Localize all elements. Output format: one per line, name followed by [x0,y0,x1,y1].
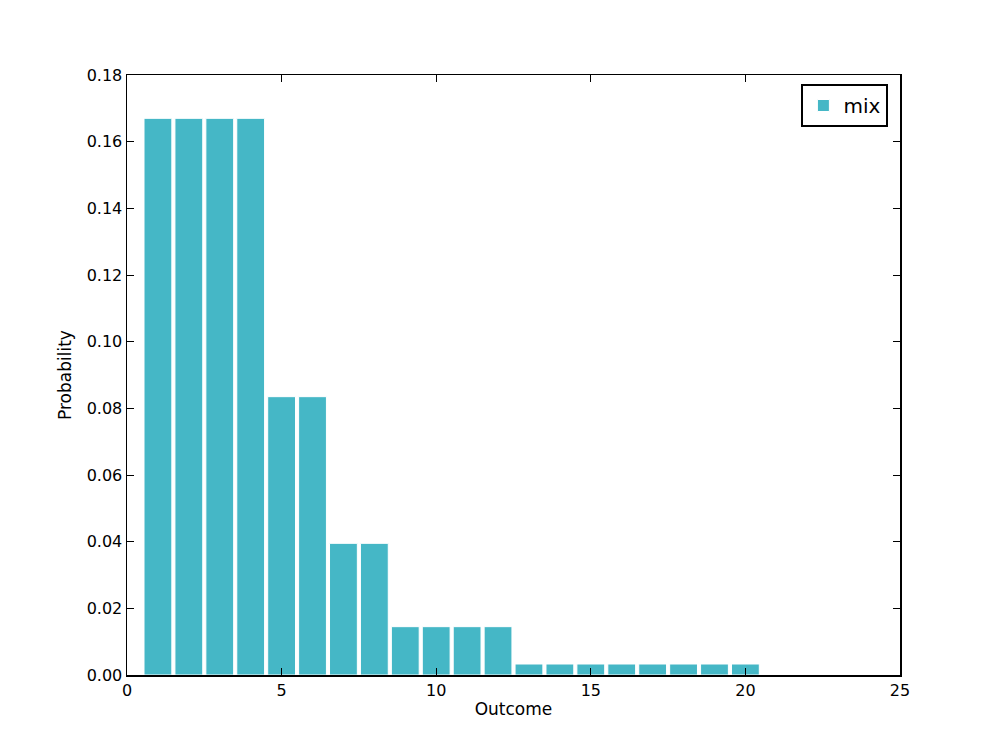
svg-text:0.14: 0.14 [87,199,123,218]
svg-text:0.16: 0.16 [87,132,123,151]
svg-text:15: 15 [581,681,601,700]
svg-text:Probability: Probability [55,330,75,420]
svg-text:0.10: 0.10 [87,332,123,351]
svg-text:0.02: 0.02 [87,599,123,618]
svg-text:0.00: 0.00 [87,666,123,685]
svg-text:0.18: 0.18 [87,66,123,85]
svg-text:10: 10 [426,681,446,700]
svg-text:0.12: 0.12 [87,266,123,285]
svg-text:5: 5 [277,681,287,700]
svg-text:Outcome: Outcome [475,699,553,719]
svg-text:0.04: 0.04 [87,532,123,551]
svg-text:mix: mix [843,94,880,118]
svg-text:0: 0 [122,681,132,700]
svg-text:20: 20 [735,681,755,700]
svg-text:0.08: 0.08 [87,399,123,418]
svg-text:0.06: 0.06 [87,466,123,485]
svg-text:25: 25 [890,681,910,700]
